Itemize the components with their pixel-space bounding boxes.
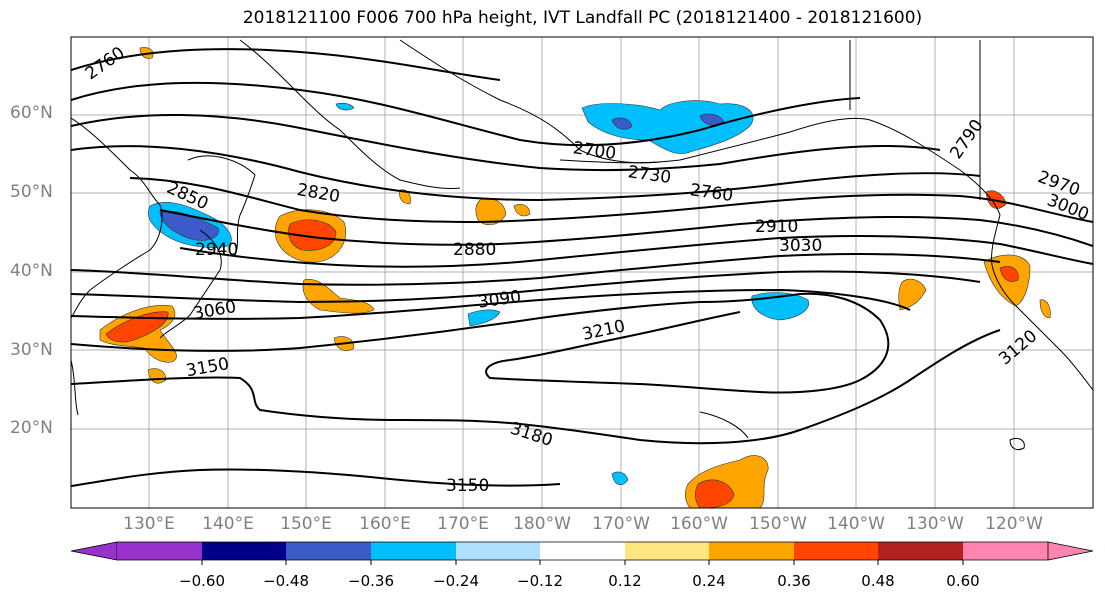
- lon-label-130e: 130°E: [123, 514, 175, 534]
- lat-label-20n: 20°N: [10, 418, 53, 438]
- lon-label-130w: 130°W: [906, 514, 964, 534]
- lon-label-170e: 170°E: [437, 514, 489, 534]
- contour-label: 2790: [946, 116, 987, 163]
- colorbar-segment: [963, 542, 1048, 560]
- contour-label: 2880: [453, 240, 496, 260]
- colorbar-tick-label: 0.24: [692, 572, 726, 590]
- lat-label-60n: 60°N: [10, 103, 53, 123]
- colorbar-tick-label: −0.24: [433, 572, 479, 590]
- contour-label: 3210: [581, 316, 627, 345]
- contour-label: 2700: [572, 138, 618, 164]
- contour-label: 2910: [755, 217, 798, 237]
- lon-label-150e: 150°E: [280, 514, 332, 534]
- contour-label: 2730: [627, 162, 673, 188]
- lon-label-120w: 120°W: [985, 514, 1043, 534]
- colorbar-segment: [202, 542, 286, 560]
- colorbar-segment: [540, 542, 625, 560]
- colorbar-segment: [625, 542, 709, 560]
- lon-label-150w: 150°W: [749, 514, 807, 534]
- lat-label-30n: 30°N: [10, 340, 53, 360]
- contour-label: 3150: [446, 476, 489, 496]
- map-title: 2018121100 F006 700 hPa height, IVT Land…: [242, 8, 923, 28]
- colorbar-tick-label: −0.48: [263, 572, 309, 590]
- lat-label-50n: 50°N: [10, 182, 53, 202]
- lon-label-140w: 140°W: [827, 514, 885, 534]
- colorbar-segment: [456, 542, 540, 560]
- colorbar-segment: [709, 542, 794, 560]
- colorbar-tick-label: 0.60: [946, 572, 980, 590]
- colorbar-tick-label: 0.36: [777, 572, 811, 590]
- height-contours: [71, 48, 1093, 487]
- coastlines: [71, 39, 1093, 451]
- lon-label-180w: 180°W: [513, 514, 571, 534]
- colorbar-segment: [794, 542, 878, 560]
- contour-label: 3090: [477, 287, 523, 313]
- contour-label: 2940: [195, 240, 238, 260]
- contour-label: 2760: [689, 180, 735, 206]
- contour-label: 3180: [508, 419, 555, 451]
- colorbar-tick-label: 0.12: [608, 572, 642, 590]
- contour-label: 2760: [82, 43, 129, 84]
- lon-label-160w: 160°W: [670, 514, 728, 534]
- graticule: [71, 37, 1093, 508]
- colorbar-segment: [286, 542, 371, 560]
- colorbar-segment: [117, 542, 202, 560]
- colorbar-tick-label: −0.60: [179, 572, 225, 590]
- contour-label: 3120: [995, 326, 1041, 369]
- colorbar: [70, 541, 1094, 565]
- ivt-anomaly-fill: [99, 47, 1051, 508]
- colorbar-tick-label: −0.12: [517, 572, 563, 590]
- lon-label-170w: 170°W: [592, 514, 650, 534]
- contour-label: 2820: [295, 180, 341, 207]
- colorbar-extend-low: [70, 541, 118, 561]
- contour-label: 3060: [192, 297, 238, 324]
- lon-label-160e: 160°E: [359, 514, 411, 534]
- colorbar-segment: [878, 542, 963, 560]
- lon-label-140e: 140°E: [202, 514, 254, 534]
- colorbar-extend-high: [1047, 541, 1094, 561]
- lat-label-40n: 40°N: [10, 261, 53, 281]
- contour-label: 3030: [779, 236, 822, 256]
- colorbar-segment: [371, 542, 456, 560]
- colorbar-tick-label: −0.36: [348, 572, 394, 590]
- map-frame: [70, 36, 1094, 509]
- map-area: 2760 2850 2940 2820 2880 3060 3150 3090 …: [71, 37, 1093, 508]
- colorbar-tick-label: 0.48: [861, 572, 895, 590]
